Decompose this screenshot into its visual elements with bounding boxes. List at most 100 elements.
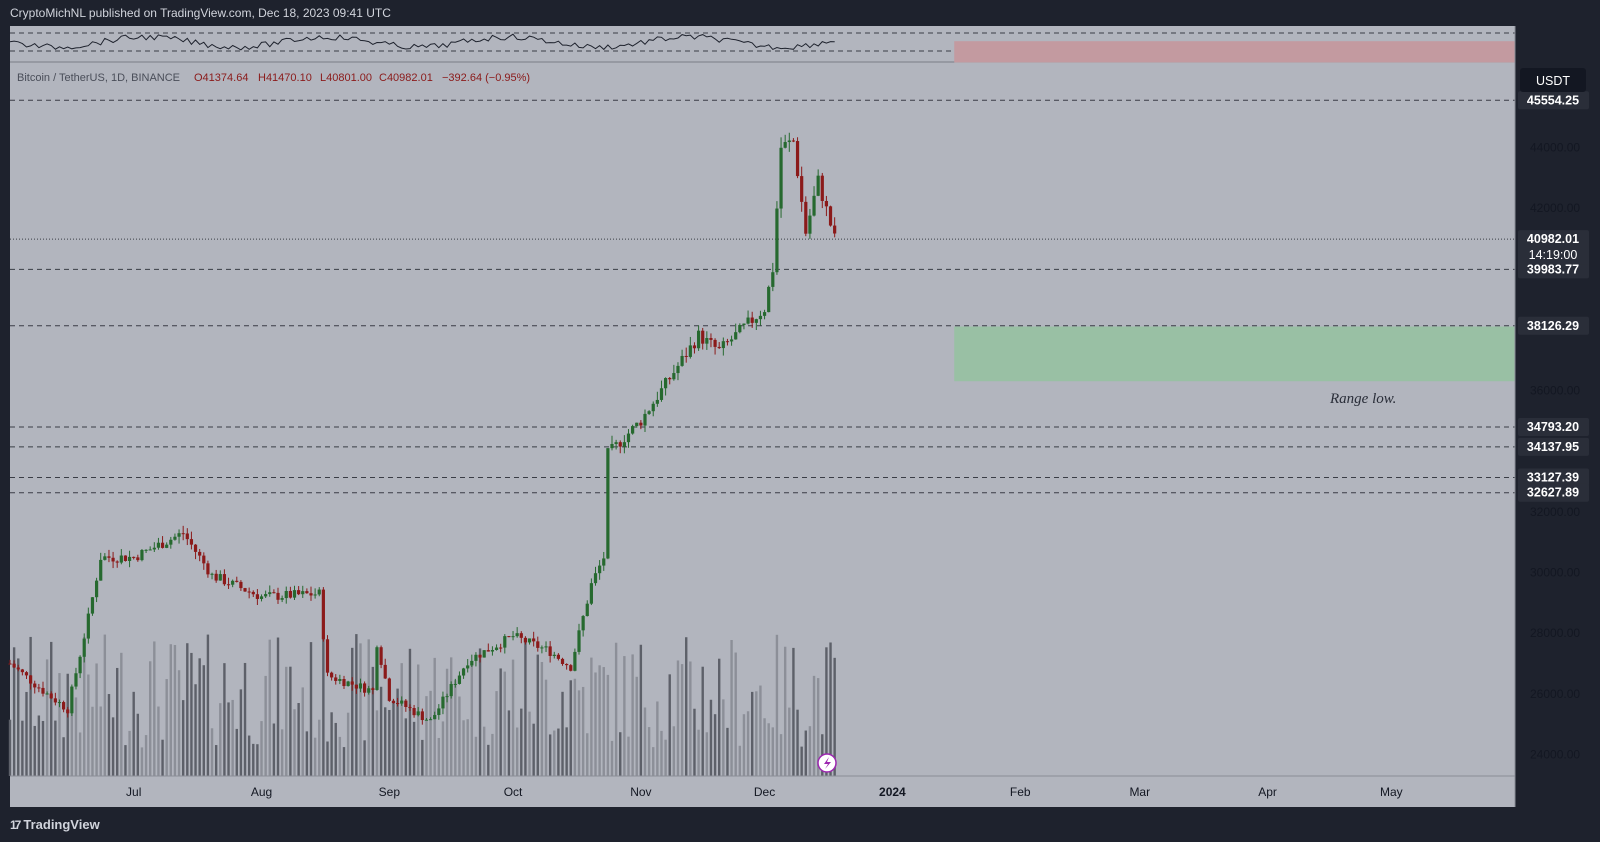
candle-body (672, 373, 676, 380)
candle-body (111, 557, 115, 562)
replay-icon[interactable] (817, 753, 837, 773)
level-price-tag: 32627.89 (1527, 486, 1579, 500)
candle-body (437, 708, 441, 716)
volume-bar (124, 745, 127, 776)
candle-body (482, 650, 486, 658)
level-price-tag-bg (1518, 316, 1589, 335)
volume-bar (87, 674, 90, 776)
volume-bar (206, 634, 210, 776)
candle-body (560, 658, 565, 664)
volume-bar (548, 734, 552, 776)
candle-body (511, 636, 515, 638)
time-tick-label: Apr (1258, 785, 1277, 799)
volume-bar (359, 643, 362, 776)
candle-body (734, 332, 738, 340)
candle-body (193, 544, 198, 552)
candle-body (643, 413, 647, 426)
volume-bar (635, 676, 638, 776)
candle-body (618, 442, 622, 447)
volume-bar (120, 652, 123, 776)
candle-body (321, 589, 325, 640)
level-price-tag-bg (1518, 260, 1589, 279)
candle-body (532, 638, 536, 642)
time-tick-label: 2024 (879, 785, 906, 799)
volume-bar (672, 726, 676, 776)
candle-body (8, 663, 12, 665)
volume-bar (738, 745, 742, 776)
candle-body (136, 557, 140, 561)
candle-body (466, 665, 470, 669)
candle-body (445, 696, 449, 698)
price-tick-label: 28000.00 (1530, 626, 1580, 640)
volume-bar (610, 740, 614, 776)
volume-bar (412, 721, 416, 776)
volume-bar (701, 666, 704, 776)
candle-body (358, 683, 363, 689)
time-tick-label: Jul (126, 785, 141, 799)
symbol-legend[interactable]: Bitcoin / TetherUS, 1D, BINANCE O41374.6… (17, 72, 530, 84)
volume-bar (227, 702, 230, 776)
candle-body (103, 556, 107, 560)
candle-body (152, 547, 156, 550)
range-low-annotation[interactable]: Range low. (1329, 391, 1396, 407)
tradingview-logo[interactable]: 17 TradingView (10, 817, 100, 832)
candle-body (684, 355, 688, 357)
candle-body (738, 324, 742, 333)
volume-bar (540, 661, 544, 776)
candle-body (503, 636, 507, 648)
volume-bar (33, 725, 36, 776)
candle-body (589, 583, 593, 604)
volume-bar (29, 636, 32, 776)
volume-bar (429, 690, 432, 776)
volume-bar (808, 726, 812, 776)
volume-bar (62, 737, 65, 776)
candle-body (350, 681, 354, 685)
volume-bar (136, 713, 140, 776)
support-zone (954, 326, 1515, 382)
volume-bar (272, 723, 276, 776)
candle-body (725, 341, 730, 343)
candle-body (824, 200, 829, 207)
candle-body (408, 706, 412, 709)
candle-body (515, 633, 519, 637)
volume-bar (202, 665, 205, 776)
volume-bar (775, 634, 779, 776)
ohlc-close: C40982.01 (379, 72, 433, 84)
volume-bar (21, 720, 24, 776)
ohlc-change: −392.64 (−0.95%) (442, 72, 530, 84)
volume-bar (181, 700, 185, 776)
candle-body (527, 638, 532, 643)
volume-bar (812, 675, 816, 776)
volume-bar (676, 660, 680, 776)
level-price-tag: 34793.20 (1527, 420, 1579, 434)
volume-bar (627, 736, 630, 776)
currency-button[interactable]: USDT (1520, 68, 1586, 92)
footer: 17 TradingView (0, 808, 1600, 842)
volume-bar (235, 728, 238, 776)
candle-body (404, 700, 408, 707)
volume-bar (755, 691, 758, 776)
candle-body (127, 556, 132, 561)
price-axis[interactable]: 24000.00 26000.00 28000.00 30000.00 32000.00… (1530, 140, 1580, 761)
time-tick-label: Dec (754, 785, 775, 799)
volume-bar (643, 707, 647, 776)
candle-body (20, 669, 24, 673)
volume-bar (553, 730, 556, 776)
volume-bar (664, 739, 667, 776)
candle-body (37, 687, 41, 689)
volume-bar (66, 673, 69, 776)
candle-body (804, 201, 808, 234)
volume-bar (388, 709, 391, 776)
candle-body (255, 594, 259, 599)
candle-body (292, 590, 297, 598)
candle-body (346, 681, 350, 687)
candle-body (668, 378, 672, 380)
candle-body (486, 650, 490, 652)
candle-body (762, 312, 767, 316)
volume-bar (788, 707, 791, 776)
candle-body (181, 533, 185, 535)
candle-body (57, 702, 62, 704)
time-axis[interactable]: Jul Aug Sep Oct Nov Dec 2024 Feb Mar Apr May (126, 785, 1403, 799)
level-price-tag-bg (1518, 483, 1589, 502)
